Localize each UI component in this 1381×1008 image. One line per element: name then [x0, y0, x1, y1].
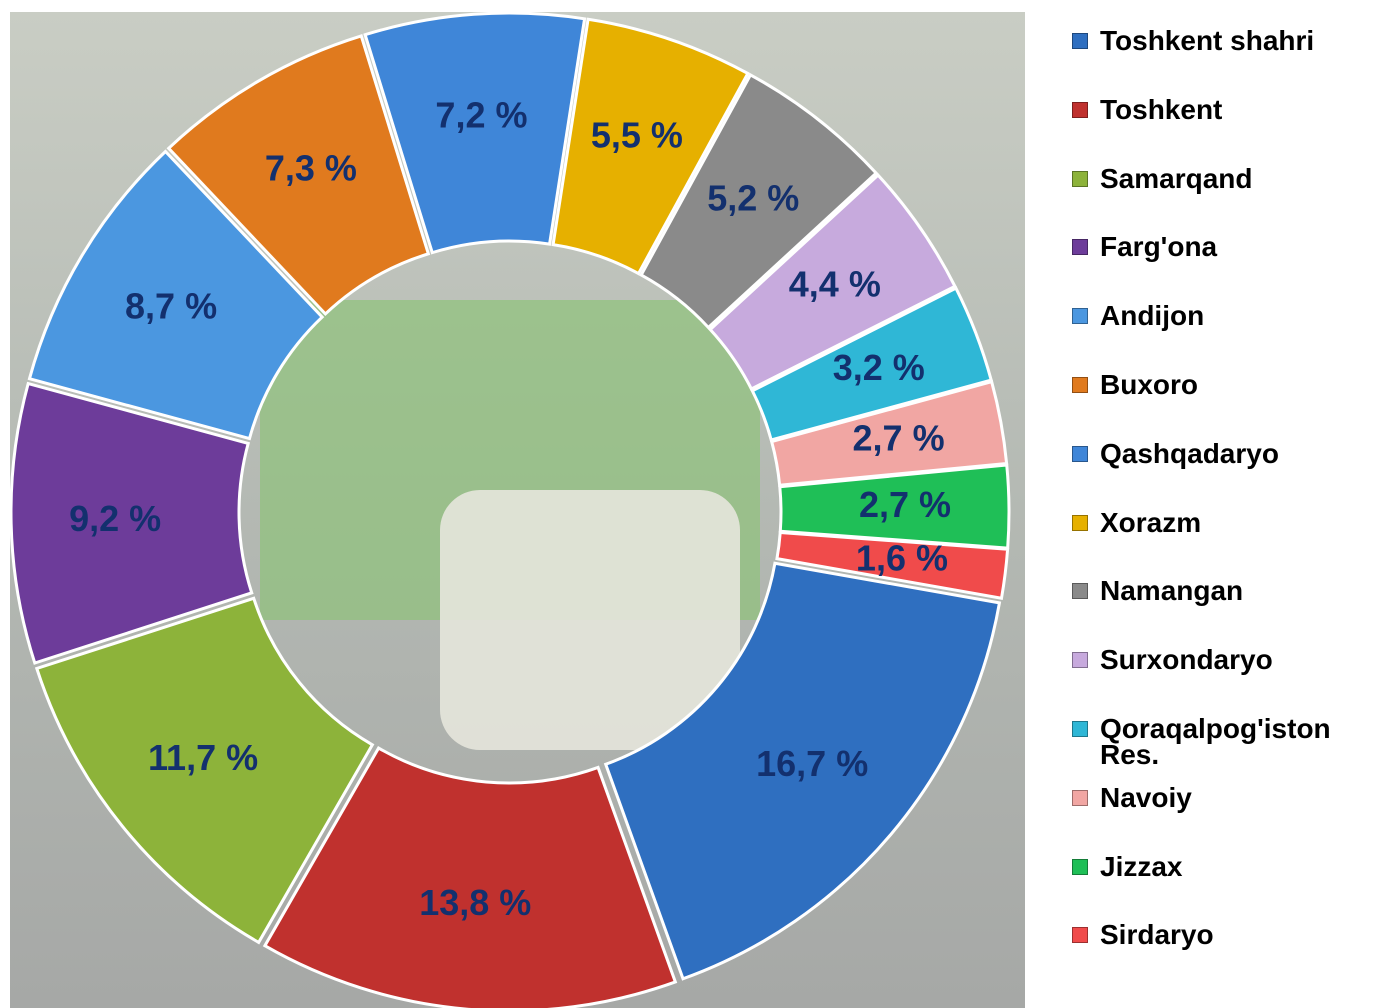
legend-item: Buxoro	[1070, 369, 1380, 400]
legend-item: Sirdaryo	[1070, 919, 1380, 951]
legend-swatch	[1072, 927, 1088, 944]
legend-label: Sirdaryo	[1100, 919, 1214, 951]
legend-label: Farg'ona	[1100, 231, 1218, 263]
legend-label: Toshkent shahri	[1100, 25, 1315, 56]
legend-swatch	[1072, 445, 1088, 462]
legend-label: Toshkent	[1100, 93, 1223, 125]
legend-swatch	[1072, 308, 1088, 325]
legend-label: Qoraqalpog'iston Res.	[1100, 713, 1331, 770]
legend-swatch	[1072, 652, 1088, 669]
donut-slice	[775, 530, 1010, 600]
legend-swatch	[1072, 101, 1088, 118]
legend-item: Andijon	[1070, 300, 1380, 332]
donut-slice	[9, 381, 254, 665]
legend-item: Surxondaryo	[1070, 644, 1380, 676]
donut-slice	[166, 34, 431, 317]
value-label: 9,2 %	[69, 498, 161, 539]
donut-slice	[34, 596, 375, 945]
donut-slice	[27, 149, 325, 441]
legend-item: Qashqadaryo	[1070, 437, 1380, 469]
legend-label: Xorazm	[1100, 506, 1202, 538]
legend-swatch	[1072, 721, 1088, 737]
legend-item: Samarqand	[1070, 162, 1380, 194]
legend-label: Navoiy	[1100, 781, 1192, 813]
value-label: 2,7 %	[859, 484, 951, 525]
legend-item: Qoraqalpog'iston Res.	[1070, 713, 1380, 770]
value-label: 1,6 %	[856, 537, 948, 578]
legend-swatch	[1072, 583, 1088, 600]
value-label: 3,2 %	[833, 347, 925, 388]
value-label: 11,7 %	[148, 737, 258, 778]
legend-label: Qashqadaryo	[1100, 437, 1279, 469]
donut-slice	[603, 561, 1002, 981]
legend-swatch	[1072, 514, 1088, 531]
value-label: 7,2 %	[435, 95, 527, 136]
donut-slice	[750, 286, 994, 442]
legend-swatch	[1072, 239, 1088, 256]
legend-swatch	[1072, 377, 1088, 393]
donut-slice	[363, 11, 587, 255]
donut-slice	[551, 17, 750, 276]
legend-swatch	[1072, 33, 1088, 49]
legend-swatch	[1072, 858, 1088, 875]
donut-slice	[639, 72, 879, 330]
photo-car	[440, 490, 740, 750]
legend-swatch	[1072, 170, 1088, 187]
value-label: 8,7 %	[125, 286, 217, 327]
legend-item: Xorazm	[1070, 506, 1380, 538]
legend-label: Buxoro	[1100, 369, 1198, 400]
donut-slice	[769, 379, 1009, 487]
value-label: 13,8 %	[419, 882, 531, 923]
chart: 16,7 % 13,8 % 11,7 % 9,2 % 8,7 % 7,3 % 7,2 % 5,…	[9, 11, 1025, 1008]
value-label: 2,7 %	[853, 417, 945, 458]
legend-label: Namangan	[1100, 575, 1244, 607]
legend-label: Samarqand	[1100, 162, 1253, 194]
value-label: 5,2 %	[707, 177, 799, 218]
donut-slice	[262, 746, 678, 1008]
legend-label: Surxondaryo	[1100, 644, 1273, 676]
legend-item: Farg'ona	[1070, 231, 1380, 263]
legend-item: Toshkent shahri	[1070, 25, 1380, 56]
legend-label: Andijon	[1100, 300, 1205, 332]
legend-item: Jizzax	[1070, 850, 1380, 882]
value-label: 4,4 %	[789, 264, 881, 305]
legend-label: Jizzax	[1100, 850, 1183, 882]
legend-item: Namangan	[1070, 575, 1380, 607]
legend-swatch	[1072, 789, 1088, 806]
legend-item: Navoiy	[1070, 781, 1380, 813]
legend-item: Toshkent	[1070, 93, 1380, 125]
value-label: 5,5 %	[591, 114, 683, 155]
value-label: 7,3 %	[265, 147, 357, 188]
value-label: 16,7 %	[756, 743, 868, 784]
donut-slice	[708, 173, 957, 391]
